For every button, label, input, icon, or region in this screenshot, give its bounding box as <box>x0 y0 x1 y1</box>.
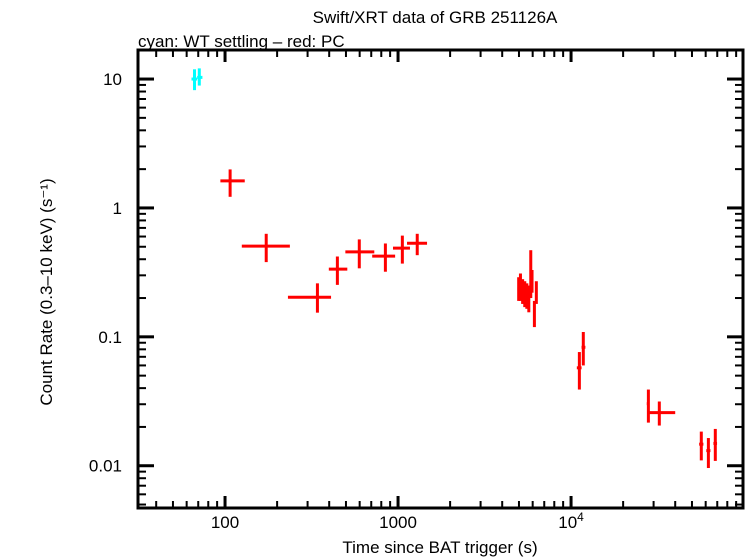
x-tick-label: 100 <box>211 513 239 532</box>
plot-frame <box>136 48 745 510</box>
x-axis-label: Time since BAT trigger (s) <box>342 538 537 557</box>
data-point <box>581 332 586 366</box>
data-point <box>576 352 582 390</box>
y-tick-label: 1 <box>113 199 122 218</box>
data-point <box>646 389 650 423</box>
y-tick-label: 0.01 <box>89 457 122 476</box>
y-tick-label: 0.1 <box>98 328 122 347</box>
x-tick-label: 104 <box>558 510 584 532</box>
x-tick-label: 1000 <box>379 513 417 532</box>
data-point <box>534 281 538 304</box>
data-point <box>197 68 203 86</box>
data-point <box>699 431 704 461</box>
data-point <box>220 169 245 197</box>
axes: 100 1000 104 10 1 0.1 0.01 <box>89 48 745 532</box>
data-point <box>713 428 718 461</box>
data-point <box>518 273 522 301</box>
data-point <box>706 438 711 469</box>
data-point <box>649 401 676 426</box>
y-axis-label: Count Rate (0.3–10 keV) (s⁻¹) <box>37 178 56 405</box>
chart-subtitle: cyan: WT settling – red: PC <box>138 32 345 51</box>
data-point <box>532 300 536 328</box>
data-points <box>191 68 718 469</box>
data-point <box>287 283 332 313</box>
chart-title: Swift/XRT data of GRB 251126A <box>313 8 558 27</box>
data-point <box>191 69 198 91</box>
data-point <box>241 233 290 263</box>
data-point <box>372 243 396 272</box>
data-point <box>530 270 534 293</box>
y-tick-label: 10 <box>103 70 122 89</box>
data-point <box>407 233 428 256</box>
data-point <box>527 285 531 313</box>
data-point <box>345 239 375 269</box>
data-point <box>392 235 410 264</box>
data-point <box>328 256 348 285</box>
